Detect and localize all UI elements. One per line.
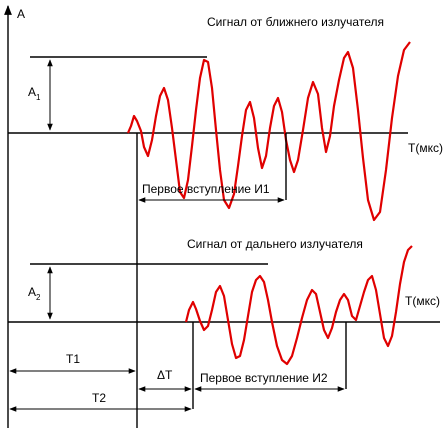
time-axis-label-bottom: T(мкс)	[405, 294, 440, 308]
near-signal-title: Сигнал от ближнего излучателя	[207, 15, 384, 29]
first-arrival-2-label: Первое вступление И2	[200, 371, 328, 385]
t1-label: T1	[66, 352, 80, 366]
delta-t-label: ΔT	[157, 368, 173, 382]
t2-label: T2	[92, 391, 106, 405]
far-signal-waveform	[184, 245, 413, 366]
amplitude-axis-label: A	[17, 7, 25, 21]
amplitude-2-label: A2	[28, 285, 41, 302]
far-signal-title: Сигнал от дальнего излучателя	[187, 237, 363, 251]
near-signal-waveform	[126, 41, 411, 222]
first-arrival-1-label: Первое вступление И1	[142, 182, 270, 196]
time-axis-label-top: T(мкс)	[408, 141, 443, 155]
amplitude-1-label: A1	[28, 85, 41, 102]
